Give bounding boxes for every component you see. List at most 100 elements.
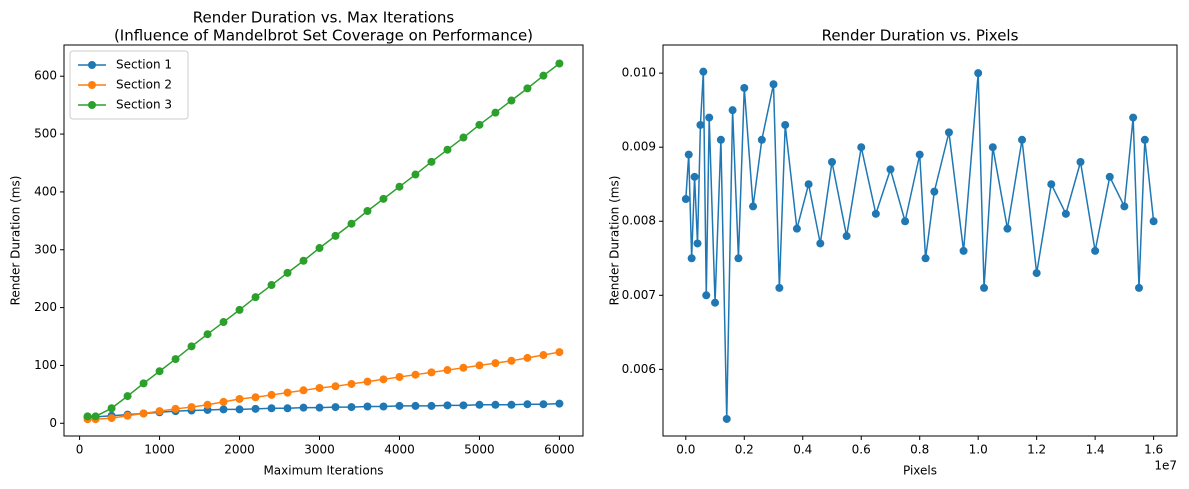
data-point xyxy=(459,363,468,372)
data-point xyxy=(539,71,548,80)
data-point xyxy=(331,382,340,391)
data-point xyxy=(155,367,164,376)
data-point xyxy=(944,128,953,137)
data-point xyxy=(711,298,720,307)
data-point xyxy=(395,401,404,410)
data-point xyxy=(459,133,468,142)
data-point xyxy=(443,366,452,375)
data-point xyxy=(331,231,340,240)
y-tick-label: 0.008 xyxy=(622,214,656,228)
data-point xyxy=(363,377,372,386)
data-point xyxy=(507,400,516,409)
data-point xyxy=(699,67,708,76)
data-point xyxy=(491,108,500,117)
data-point xyxy=(687,254,696,263)
data-point xyxy=(769,80,778,89)
data-point xyxy=(1134,283,1143,292)
legend-label: Section 3 xyxy=(116,98,172,112)
data-point xyxy=(792,224,801,233)
y-tick-label: 0.006 xyxy=(622,362,656,376)
x-tick-label: 2000 xyxy=(224,443,255,457)
data-point xyxy=(696,120,705,129)
data-point xyxy=(315,403,324,412)
data-point xyxy=(203,400,212,409)
data-point xyxy=(251,404,260,413)
data-point xyxy=(1091,246,1100,255)
data-point xyxy=(827,158,836,167)
data-point xyxy=(491,359,500,368)
data-point xyxy=(842,232,851,241)
x-tick-label: 0.4 xyxy=(793,443,812,457)
data-point xyxy=(139,409,148,418)
data-point xyxy=(347,379,356,388)
data-point xyxy=(123,392,132,401)
data-point xyxy=(523,353,532,362)
data-point xyxy=(734,254,743,263)
data-point xyxy=(443,401,452,410)
legend-marker xyxy=(88,81,96,89)
x-axis-label: Pixels xyxy=(903,464,937,478)
data-point xyxy=(475,400,484,409)
x-tick-label: 4000 xyxy=(384,443,415,457)
data-point xyxy=(1018,135,1027,144)
data-point xyxy=(219,405,228,414)
data-point xyxy=(267,281,276,290)
y-tick-label: 600 xyxy=(34,69,57,83)
data-point xyxy=(728,106,737,115)
data-point xyxy=(1076,158,1085,167)
data-point xyxy=(427,157,436,166)
data-point xyxy=(804,180,813,189)
data-point xyxy=(155,407,164,416)
data-point xyxy=(523,400,532,409)
data-point xyxy=(702,291,711,300)
y-tick-label: 0 xyxy=(49,416,57,430)
data-point xyxy=(974,69,983,78)
data-point xyxy=(988,143,997,152)
data-point xyxy=(740,83,749,92)
y-tick-label: 0.009 xyxy=(622,140,656,154)
chart-title: Render Duration vs. Max Iterations xyxy=(193,9,455,27)
x-tick-label: 0.0 xyxy=(676,443,695,457)
data-point xyxy=(267,404,276,413)
data-point xyxy=(283,388,292,397)
data-point xyxy=(681,195,690,204)
data-point xyxy=(411,170,420,179)
data-point xyxy=(555,348,564,357)
data-point xyxy=(539,400,548,409)
data-point xyxy=(235,305,244,314)
data-point xyxy=(1047,180,1056,189)
x-tick-label: 3000 xyxy=(304,443,335,457)
legend-box xyxy=(69,50,189,120)
data-point xyxy=(123,411,132,420)
legend-marker xyxy=(88,101,96,109)
data-point xyxy=(684,150,693,159)
data-point xyxy=(781,120,790,129)
data-point xyxy=(475,120,484,129)
data-point xyxy=(459,401,468,410)
data-point xyxy=(1140,135,1149,144)
data-point xyxy=(379,194,388,203)
x-tick-label: 1.2 xyxy=(1027,443,1046,457)
x-tick-label: 5000 xyxy=(464,443,495,457)
axes-frame xyxy=(662,44,1178,437)
data-point xyxy=(1061,209,1070,218)
data-point xyxy=(347,219,356,228)
x-tick-label: 0.2 xyxy=(735,443,754,457)
data-point xyxy=(187,403,196,412)
data-point xyxy=(555,399,564,408)
data-point xyxy=(921,254,930,263)
data-point xyxy=(959,246,968,255)
data-point xyxy=(315,244,324,253)
y-tick-label: 500 xyxy=(34,127,57,141)
data-point xyxy=(757,135,766,144)
data-point xyxy=(315,383,324,392)
data-point xyxy=(539,351,548,360)
data-point xyxy=(395,373,404,382)
data-point xyxy=(107,414,116,423)
data-point xyxy=(507,356,516,365)
data-point xyxy=(331,403,340,412)
data-point xyxy=(749,202,758,211)
legend-marker xyxy=(88,61,96,69)
data-point xyxy=(251,393,260,402)
